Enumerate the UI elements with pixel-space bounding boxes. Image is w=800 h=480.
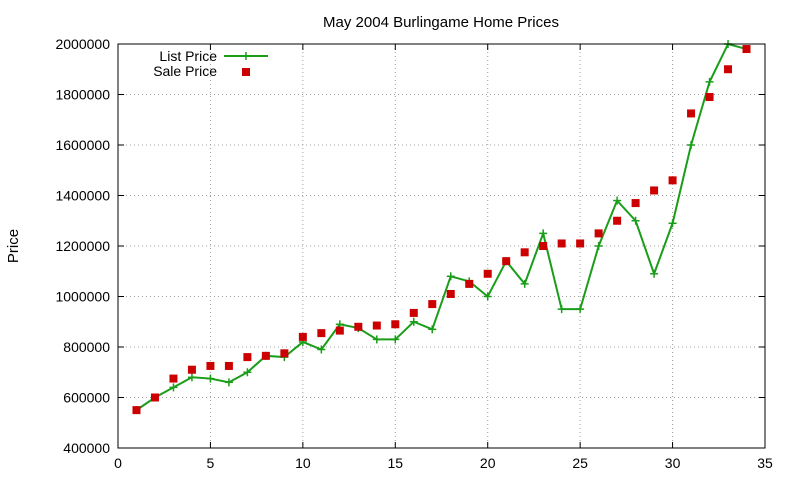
legend: List Price Sale Price bbox=[153, 48, 268, 79]
list-price-point bbox=[169, 383, 178, 392]
x-tick-label: 35 bbox=[757, 455, 773, 471]
list-price-point bbox=[613, 196, 622, 205]
sale-price-point bbox=[428, 300, 437, 309]
legend-marker-list-price bbox=[242, 52, 250, 60]
sale-price-point bbox=[335, 326, 344, 335]
sale-price-point bbox=[705, 93, 714, 102]
sale-price-point bbox=[372, 321, 381, 330]
sale-price-point bbox=[650, 186, 659, 195]
sale-price-point bbox=[520, 248, 529, 257]
x-tick-label: 5 bbox=[207, 455, 215, 471]
legend-label-list-price: List Price bbox=[159, 48, 217, 64]
list-price-point bbox=[520, 279, 529, 288]
y-tick-label: 800000 bbox=[63, 339, 110, 355]
sale-price-point bbox=[557, 239, 566, 248]
list-price-point bbox=[206, 374, 215, 383]
y-tick-label: 1000000 bbox=[55, 289, 110, 305]
list-price-point bbox=[576, 305, 585, 314]
list-price-point bbox=[631, 216, 640, 225]
x-tick-label: 10 bbox=[295, 455, 311, 471]
y-tick-label: 1800000 bbox=[55, 87, 110, 103]
list-price-point bbox=[224, 378, 233, 387]
list-price-point bbox=[446, 272, 455, 281]
sale-price-point bbox=[409, 308, 418, 317]
y-tick-label: 1400000 bbox=[55, 188, 110, 204]
list-price-point bbox=[483, 292, 492, 301]
axis-ticks: 0 5 10 15 20 25 30 35 400000 600000 800000 1000000 1… bbox=[55, 36, 773, 471]
sale-price-point bbox=[280, 349, 289, 358]
y-tick-label: 1600000 bbox=[55, 137, 110, 153]
sale-price-point bbox=[187, 365, 196, 374]
x-tick-label: 25 bbox=[572, 455, 588, 471]
sale-price-point bbox=[483, 269, 492, 278]
list-price-point bbox=[391, 335, 400, 344]
sale-price-point bbox=[613, 216, 622, 225]
legend-sample-list-price bbox=[224, 52, 268, 60]
list-price-point bbox=[372, 335, 381, 344]
list-price-line bbox=[135, 42, 747, 411]
sale-price-point bbox=[206, 361, 215, 370]
chart-title: May 2004 Burlingame Home Prices bbox=[323, 14, 559, 31]
sale-price-point bbox=[261, 351, 270, 360]
list-price-point bbox=[317, 345, 326, 354]
list-price-point bbox=[705, 77, 714, 86]
list-price-point bbox=[187, 373, 196, 382]
sale-price-point bbox=[742, 45, 751, 54]
sale-price-point bbox=[132, 406, 141, 415]
grid bbox=[118, 44, 765, 448]
y-tick-label: 600000 bbox=[63, 390, 110, 406]
sale-price-point bbox=[446, 289, 455, 298]
sale-price-point bbox=[465, 279, 474, 288]
series-sale-price bbox=[132, 45, 751, 415]
x-tick-label: 0 bbox=[114, 455, 122, 471]
legend-label-sale-price: Sale Price bbox=[153, 63, 217, 79]
x-tick-label: 15 bbox=[387, 455, 403, 471]
sale-price-point bbox=[539, 242, 548, 250]
x-tick-label: 30 bbox=[665, 455, 681, 471]
list-price-point bbox=[668, 219, 677, 228]
y-tick-label: 400000 bbox=[63, 440, 110, 456]
list-price-point bbox=[557, 305, 566, 314]
sale-price-point bbox=[502, 257, 511, 266]
list-price-point bbox=[409, 317, 418, 326]
list-price-point bbox=[428, 325, 437, 334]
sale-price-point bbox=[169, 374, 178, 383]
sale-price-point bbox=[631, 199, 640, 208]
list-price-point bbox=[539, 229, 548, 238]
series-list-price bbox=[132, 40, 751, 415]
sale-price-point bbox=[724, 65, 733, 74]
y-tick-label: 1200000 bbox=[55, 238, 110, 254]
sale-price-point bbox=[150, 393, 159, 402]
list-price-point bbox=[594, 242, 603, 250]
legend-marker-sale-price bbox=[242, 68, 250, 76]
plot-frame bbox=[117, 43, 766, 449]
legend-sample-sale-price bbox=[242, 68, 250, 76]
sale-price-point bbox=[224, 361, 233, 370]
sale-price-point bbox=[391, 320, 400, 329]
list-price-point bbox=[650, 269, 659, 278]
sale-price-point bbox=[594, 229, 603, 238]
list-price-point bbox=[243, 368, 252, 377]
sale-price-point bbox=[354, 322, 363, 331]
sale-price-point bbox=[668, 176, 677, 185]
y-axis-label: Price bbox=[5, 229, 22, 263]
sale-price-point bbox=[687, 109, 696, 118]
sale-price-point bbox=[243, 353, 252, 362]
sale-price-point bbox=[317, 329, 326, 338]
list-price-point bbox=[687, 141, 696, 149]
y-tick-label: 2000000 bbox=[55, 36, 110, 52]
sale-price-point bbox=[576, 239, 585, 248]
sale-price-point bbox=[298, 332, 307, 341]
series-layer bbox=[132, 40, 751, 415]
x-tick-label: 20 bbox=[480, 455, 496, 471]
